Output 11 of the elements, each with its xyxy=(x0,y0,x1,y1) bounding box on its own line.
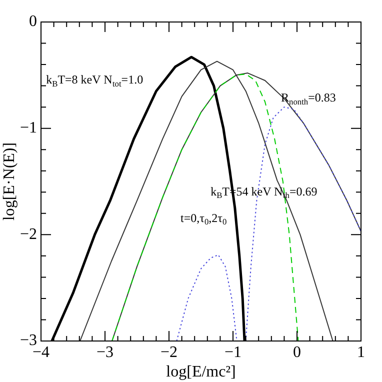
x-axis-title: log[E/mc²] xyxy=(166,364,236,381)
x-tick-label: −3 xyxy=(96,344,114,361)
x-tick-label: −2 xyxy=(160,344,178,361)
y-tick-label: −3 xyxy=(20,332,37,350)
y-tick-label: −1 xyxy=(20,120,37,137)
x-tick-label: 1 xyxy=(357,344,365,361)
y-axis-title: log[E·N(E)] xyxy=(0,142,18,221)
y-tick-label: −2 xyxy=(20,226,37,243)
x-tick-label: 0 xyxy=(293,344,301,361)
y-tick-label: 0 xyxy=(29,13,37,30)
x-tick-label: −1 xyxy=(224,344,242,361)
